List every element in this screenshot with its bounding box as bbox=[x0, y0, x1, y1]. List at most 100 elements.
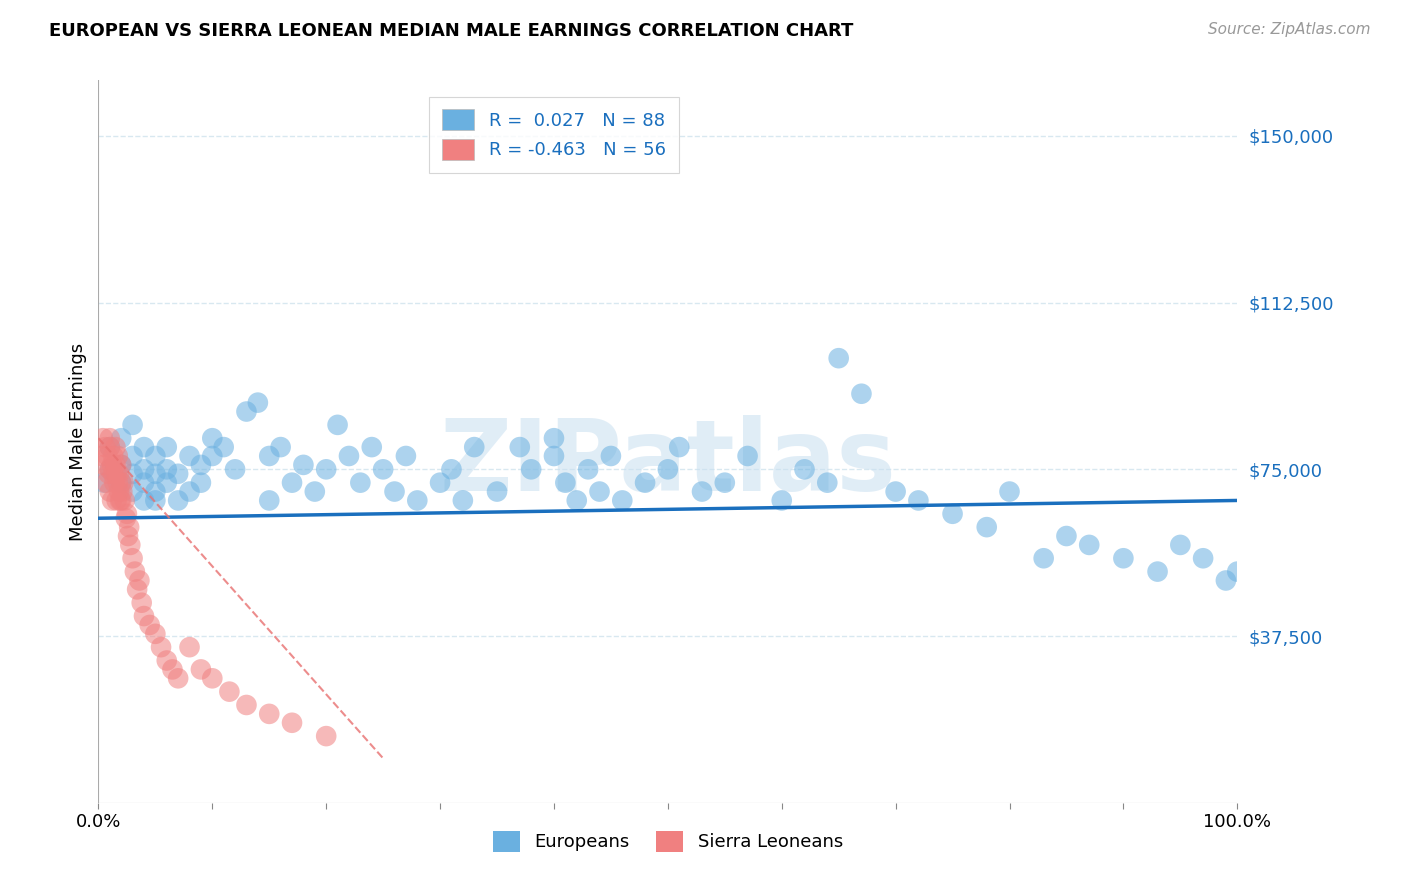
Point bbox=[104, 440, 127, 454]
Point bbox=[218, 684, 240, 698]
Point bbox=[107, 475, 129, 490]
Point bbox=[463, 440, 485, 454]
Point bbox=[576, 462, 599, 476]
Point bbox=[588, 484, 610, 499]
Point bbox=[292, 458, 315, 472]
Point bbox=[145, 449, 167, 463]
Point bbox=[565, 493, 588, 508]
Point bbox=[132, 462, 155, 476]
Point bbox=[145, 484, 167, 499]
Point bbox=[101, 458, 124, 472]
Point bbox=[128, 574, 150, 588]
Point bbox=[145, 627, 167, 641]
Point bbox=[612, 493, 634, 508]
Point bbox=[190, 475, 212, 490]
Point bbox=[246, 395, 269, 409]
Point bbox=[98, 462, 121, 476]
Point bbox=[96, 475, 118, 490]
Point bbox=[315, 729, 337, 743]
Point bbox=[201, 431, 224, 445]
Point bbox=[406, 493, 429, 508]
Point bbox=[851, 386, 873, 401]
Point bbox=[121, 449, 143, 463]
Point bbox=[326, 417, 349, 432]
Point bbox=[1112, 551, 1135, 566]
Point bbox=[304, 484, 326, 499]
Point bbox=[110, 458, 132, 472]
Point bbox=[360, 440, 382, 454]
Text: ZIPatlas: ZIPatlas bbox=[440, 415, 896, 512]
Point bbox=[132, 475, 155, 490]
Point bbox=[156, 440, 179, 454]
Point bbox=[976, 520, 998, 534]
Point bbox=[1146, 565, 1168, 579]
Point bbox=[190, 662, 212, 676]
Point bbox=[115, 507, 138, 521]
Point bbox=[828, 351, 851, 366]
Point bbox=[179, 484, 201, 499]
Point bbox=[384, 484, 406, 499]
Point bbox=[224, 462, 246, 476]
Point bbox=[315, 462, 337, 476]
Point bbox=[190, 458, 212, 472]
Point bbox=[98, 440, 121, 454]
Point bbox=[108, 493, 131, 508]
Point bbox=[509, 440, 531, 454]
Point bbox=[1170, 538, 1192, 552]
Point bbox=[179, 640, 201, 655]
Point bbox=[121, 484, 143, 499]
Point bbox=[132, 440, 155, 454]
Point bbox=[235, 698, 257, 712]
Legend: Europeans, Sierra Leoneans: Europeans, Sierra Leoneans bbox=[485, 823, 851, 859]
Point bbox=[98, 440, 121, 454]
Point bbox=[815, 475, 838, 490]
Point bbox=[110, 475, 132, 490]
Point bbox=[114, 511, 136, 525]
Point bbox=[94, 440, 117, 454]
Point bbox=[167, 467, 190, 481]
Point bbox=[118, 520, 141, 534]
Point bbox=[770, 493, 793, 508]
Point bbox=[110, 458, 132, 472]
Point bbox=[179, 449, 201, 463]
Point bbox=[103, 467, 125, 481]
Point bbox=[156, 462, 179, 476]
Point bbox=[110, 493, 132, 508]
Point bbox=[132, 609, 155, 624]
Point bbox=[124, 565, 146, 579]
Point bbox=[93, 475, 115, 490]
Point bbox=[201, 449, 224, 463]
Point bbox=[1215, 574, 1237, 588]
Point bbox=[337, 449, 360, 463]
Point bbox=[235, 404, 257, 418]
Point bbox=[145, 493, 167, 508]
Point bbox=[543, 431, 565, 445]
Point bbox=[884, 484, 907, 499]
Point bbox=[167, 493, 190, 508]
Point bbox=[104, 458, 127, 472]
Point bbox=[1078, 538, 1101, 552]
Point bbox=[156, 653, 179, 667]
Point bbox=[96, 449, 118, 463]
Point bbox=[91, 431, 114, 445]
Point bbox=[103, 475, 125, 490]
Point bbox=[543, 449, 565, 463]
Point bbox=[103, 449, 125, 463]
Point bbox=[1226, 565, 1249, 579]
Text: EUROPEAN VS SIERRA LEONEAN MEDIAN MALE EARNINGS CORRELATION CHART: EUROPEAN VS SIERRA LEONEAN MEDIAN MALE E… bbox=[49, 22, 853, 40]
Point bbox=[907, 493, 929, 508]
Point bbox=[138, 618, 160, 632]
Point bbox=[281, 475, 304, 490]
Point bbox=[942, 507, 965, 521]
Point bbox=[108, 484, 131, 499]
Point bbox=[145, 467, 167, 481]
Point bbox=[111, 484, 134, 499]
Y-axis label: Median Male Earnings: Median Male Earnings bbox=[69, 343, 87, 541]
Point bbox=[998, 484, 1021, 499]
Point bbox=[108, 467, 131, 481]
Point bbox=[120, 538, 142, 552]
Point bbox=[105, 467, 128, 481]
Point bbox=[98, 431, 121, 445]
Point bbox=[132, 493, 155, 508]
Point bbox=[395, 449, 418, 463]
